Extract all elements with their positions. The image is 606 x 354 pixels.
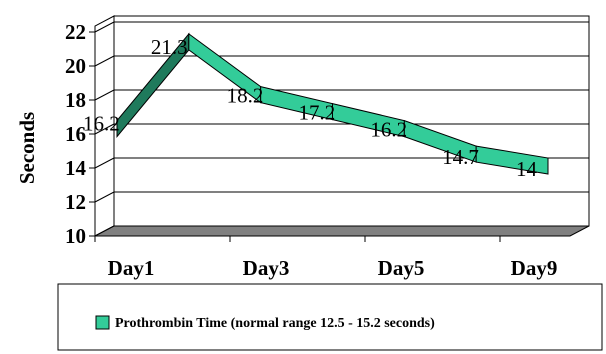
legend-box [57,283,603,351]
x-tick-label: Day5 [378,256,425,280]
data-label: 14 [516,157,538,181]
data-ribbon [116,32,549,175]
x-tick-label: Day3 [243,256,290,280]
data-label: 14.7 [442,145,479,169]
data-label: 18.2 [227,84,264,108]
x-tick-label: Day9 [511,256,558,280]
gridline-side [94,89,115,101]
gridline-side [94,123,115,135]
y-tick-label: 14 [65,156,87,180]
data-labels: 16.2 21.3 18.2 17.2 16.2 14.7 14 [83,35,538,181]
legend-swatch [95,315,110,330]
gridline-side [94,191,115,203]
y-tick-label: 18 [65,88,86,112]
y-tick-label: 10 [65,224,86,248]
gridline-side [94,55,115,67]
gridline-side [94,21,115,33]
floor-layer [94,225,590,237]
data-label: 16.2 [83,112,120,136]
y-axis-ticks: 10 12 14 16 18 20 22 [65,20,95,248]
data-label: 17.2 [299,101,336,125]
data-label: 16.2 [370,118,407,142]
y-axis-label: Seconds [15,112,39,184]
y-tick-label: 12 [65,190,86,214]
ribbon-segment [475,145,549,175]
y-tick-label: 22 [65,20,86,44]
plot-floor [94,225,590,237]
legend-label: Prothrombin Time (normal range 12.5 - 15… [115,316,435,331]
y-tick-label: 16 [65,122,86,146]
data-label: 21.3 [151,35,188,59]
y-tick-label: 20 [65,54,86,78]
x-tick-label: Day1 [108,256,155,280]
x-axis-ticks: Day1 Day3 Day5 Day9 [94,236,558,280]
gridline-side [94,157,115,169]
